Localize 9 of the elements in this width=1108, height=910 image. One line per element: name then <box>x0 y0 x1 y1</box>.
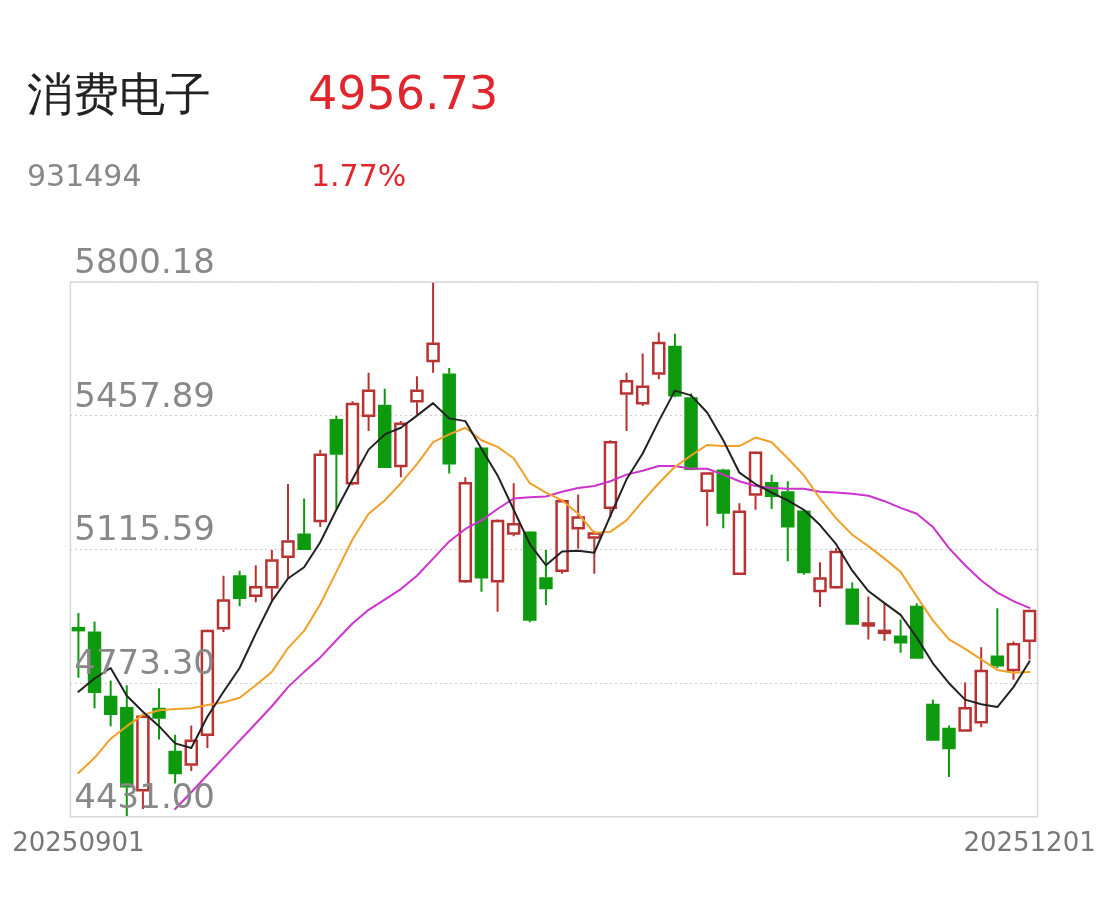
x-tick-label: 20251201 <box>963 827 1096 858</box>
text: 4956.73 <box>308 66 499 120</box>
chart-subtitle: 931494 <box>27 158 142 193</box>
y-tick-label: 5800.18 <box>74 240 215 281</box>
y-tick-label: 5115.59 <box>74 508 215 549</box>
y-tick-label: 5457.89 <box>74 374 215 415</box>
chart-title: 消费电子 <box>27 66 211 123</box>
text: 1.77% <box>311 158 407 193</box>
x-tick-label: 20250901 <box>12 827 145 858</box>
